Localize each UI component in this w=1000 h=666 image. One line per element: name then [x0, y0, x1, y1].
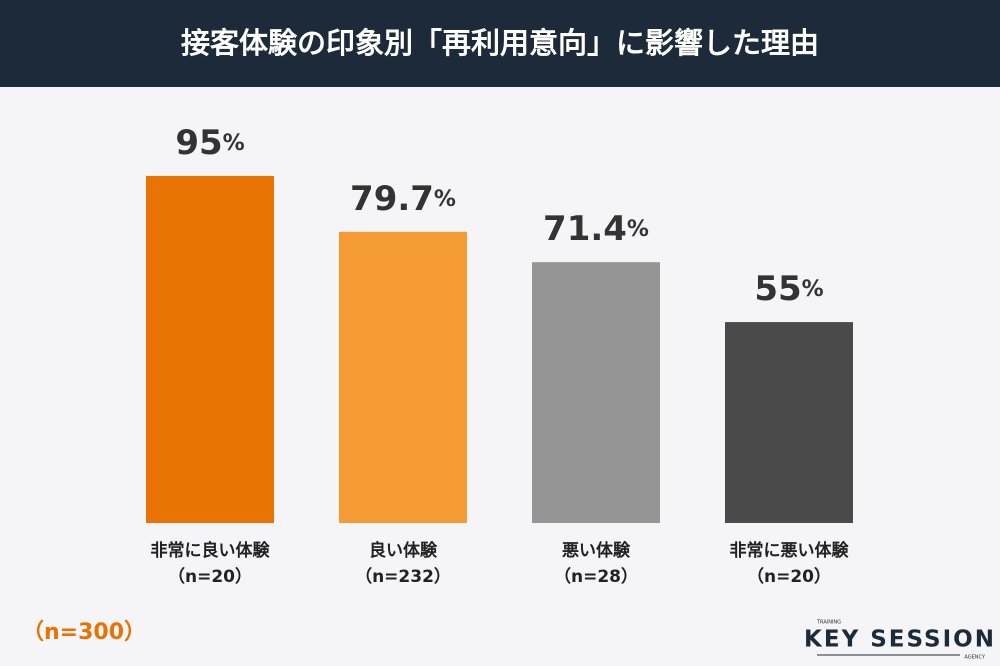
category-label: 悪い体験 [562, 540, 631, 561]
logo-top: TRAINING [816, 620, 841, 626]
bar [146, 175, 274, 523]
category-label: 非常に悪い体験 [730, 540, 850, 561]
total-note: （n=300） [22, 620, 146, 645]
chart-title: 接客体験の印象別「再利用意向」に影響した理由 [181, 26, 819, 60]
sample-size: （n=20） [747, 566, 831, 587]
value-label: 71.4% [543, 209, 649, 249]
value-label: 55% [754, 269, 823, 309]
sample-size: （n=232） [355, 566, 451, 587]
bar [532, 262, 660, 523]
sample-size: （n=28） [554, 566, 638, 587]
value-label: 95% [175, 122, 244, 162]
header-band [0, 0, 1000, 87]
category-label: 非常に良い体験 [151, 540, 271, 561]
category-label: 良い体験 [369, 540, 438, 561]
bar [339, 231, 467, 523]
logo-name: KEY SESSION [804, 627, 996, 653]
sample-size: （n=20） [168, 566, 252, 587]
value-label: 79.7% [350, 178, 456, 218]
bar [725, 322, 853, 523]
logo-bottom: AGENCY [964, 655, 986, 661]
